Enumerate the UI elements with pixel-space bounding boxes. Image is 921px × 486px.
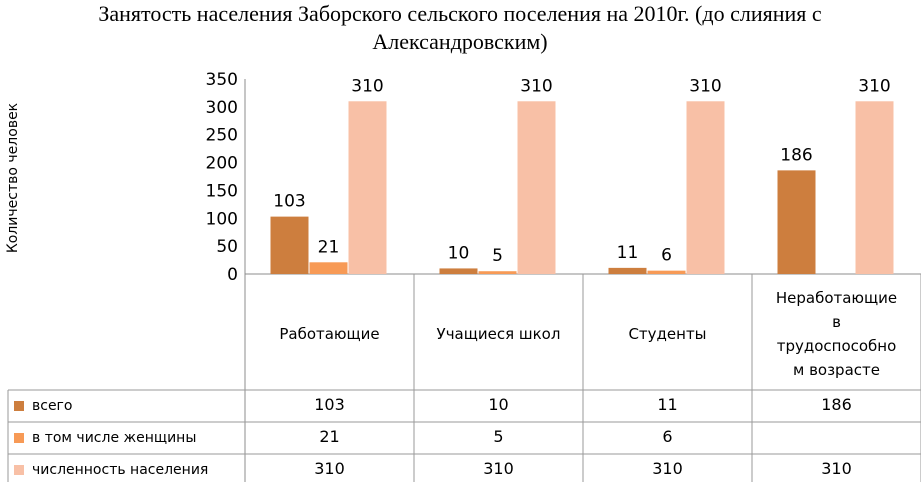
legend-swatch: [14, 433, 24, 443]
x-tick-label: Неработающие в трудоспособно м возрасте: [752, 286, 921, 382]
table-cell: 10: [488, 395, 509, 414]
chart-title: Занятость населения Заборского сельского…: [98, 1, 822, 54]
y-tick-label: 50: [216, 237, 238, 257]
legend-item: численность населения: [14, 454, 208, 486]
table-cell: 310: [483, 459, 514, 478]
x-tick-label-line: Учащиеся школ: [436, 325, 561, 343]
bar: [348, 101, 387, 275]
legend-label: всего: [32, 398, 73, 414]
x-tick-label: Работающие: [245, 322, 414, 346]
legend-item: всего: [14, 390, 72, 422]
table-cell: 310: [821, 459, 852, 478]
x-tick-label-line: Неработающие: [775, 289, 898, 307]
table-cell: 21: [319, 427, 340, 446]
y-tick-label: 0: [227, 265, 238, 285]
x-tick-label: Учащиеся школ: [414, 322, 583, 346]
data-label: 186: [780, 145, 812, 165]
bar: [309, 262, 348, 274]
table-cell: 6: [662, 427, 673, 446]
x-tick-label-line: м возрасте: [792, 361, 880, 379]
data-label: 103: [273, 192, 305, 212]
data-label: 310: [689, 76, 721, 96]
legend-swatch: [14, 401, 24, 411]
x-tick-label-line: Работающие: [279, 325, 380, 343]
bar: [855, 101, 894, 275]
y-tick-label: 200: [206, 154, 238, 174]
bar: [478, 271, 517, 274]
data-label: 10: [448, 243, 470, 263]
y-tick-label: 300: [206, 98, 238, 118]
legend-label: в том числе женщины: [32, 430, 197, 446]
y-tick-label: 250: [206, 126, 238, 146]
data-label: 310: [858, 76, 890, 96]
data-label: 6: [661, 246, 672, 266]
legend-label: численность населения: [32, 462, 209, 478]
y-tick-label: 150: [206, 181, 238, 201]
bar: [439, 268, 478, 274]
legend-swatch: [14, 465, 24, 475]
data-label: 21: [318, 237, 340, 257]
x-tick-label-line: в: [832, 313, 841, 331]
bar: [686, 101, 725, 275]
legend-item: в том числе женщины: [14, 422, 196, 454]
y-tick-label: 100: [206, 209, 238, 229]
data-label: 310: [520, 76, 552, 96]
data-label: 310: [351, 76, 383, 96]
table-cell: 186: [821, 395, 852, 414]
bar: [517, 101, 556, 275]
y-axis-label: Количество человек: [5, 103, 21, 253]
table-cell: 5: [493, 427, 504, 446]
data-label: 5: [492, 246, 503, 266]
x-tick-label-line: Студенты: [628, 325, 707, 343]
x-tick-label: Студенты: [583, 322, 752, 346]
bar: [777, 170, 816, 274]
table-cell: 11: [657, 395, 678, 414]
x-tick-label-line: трудоспособно: [776, 337, 897, 355]
table-cell: 310: [314, 459, 345, 478]
table-cell: 310: [652, 459, 683, 478]
table-cell: 103: [314, 395, 345, 414]
bar: [608, 267, 647, 274]
data-label: 11: [617, 243, 639, 263]
y-tick-label: 350: [206, 70, 238, 90]
bar: [270, 216, 309, 274]
bar: [647, 270, 686, 274]
